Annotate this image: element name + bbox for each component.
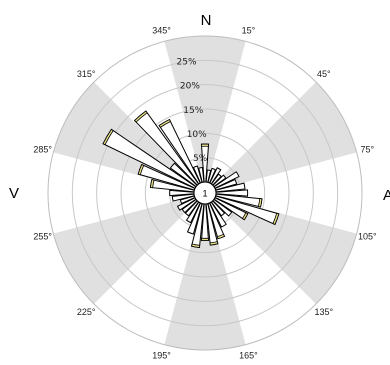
direction-label: 15° <box>242 26 256 36</box>
radial-tick-label: 25% <box>177 58 197 68</box>
direction-label: 75° <box>360 145 374 155</box>
direction-label: 255° <box>33 231 52 241</box>
calm-circle <box>193 181 217 205</box>
shaded-wedge <box>212 81 357 191</box>
direction-bar-tip-170 <box>209 241 219 246</box>
radial-ring <box>71 59 339 327</box>
direction-label: 135° <box>314 307 333 317</box>
outer-ring <box>47 35 363 351</box>
radial-tick-labels: 5% 10% 15% 20% 25% <box>177 58 208 164</box>
radial-ring <box>144 132 266 254</box>
direction-bar-tip-160 <box>216 233 225 240</box>
direction-bar-tip-190 <box>191 243 201 248</box>
radial-ring <box>120 108 290 278</box>
direction-labels: 15° 45° 75° 105° 135° 165° 195° 225° 255° 285° 315… <box>33 26 377 361</box>
direction-label: 45° <box>317 69 331 79</box>
calm-label: 1 <box>202 189 207 199</box>
direction-bar-tip-0 <box>200 143 210 147</box>
direction-label: 225° <box>77 307 96 317</box>
direction-bar-tip-110 <box>272 212 280 225</box>
direction-bar-tip-290 <box>137 164 145 176</box>
direction-label: 285° <box>33 145 52 155</box>
radial-tick-label: 20% <box>180 82 200 92</box>
direction-bar-tip-180 <box>201 237 209 241</box>
shaded-wedge <box>53 195 198 305</box>
cardinal-north: N <box>201 12 212 29</box>
shaded-wedge <box>212 195 357 305</box>
direction-label: 165° <box>239 350 258 360</box>
direction-label: 195° <box>152 350 171 360</box>
direction-bar-tip-100 <box>257 198 263 208</box>
direction-bar-tip-330 <box>158 119 171 128</box>
direction-label: 105° <box>358 231 377 241</box>
radial-tick-label: 5% <box>193 154 208 164</box>
radial-tick-label: 10% <box>187 130 207 140</box>
cardinal-east: A <box>383 187 390 204</box>
radial-tick-label: 15% <box>183 106 203 116</box>
cardinal-west: V <box>9 185 19 202</box>
direction-bar-tip-300 <box>102 128 114 146</box>
radial-rings <box>47 35 363 351</box>
direction-label: 315° <box>77 69 96 79</box>
direction-bar-tip-120 <box>241 212 249 221</box>
direction-label: 345° <box>152 26 171 36</box>
radial-ring <box>96 84 314 302</box>
direction-bar-tip-280 <box>150 179 155 189</box>
direction-bar-tip-320 <box>133 110 148 123</box>
